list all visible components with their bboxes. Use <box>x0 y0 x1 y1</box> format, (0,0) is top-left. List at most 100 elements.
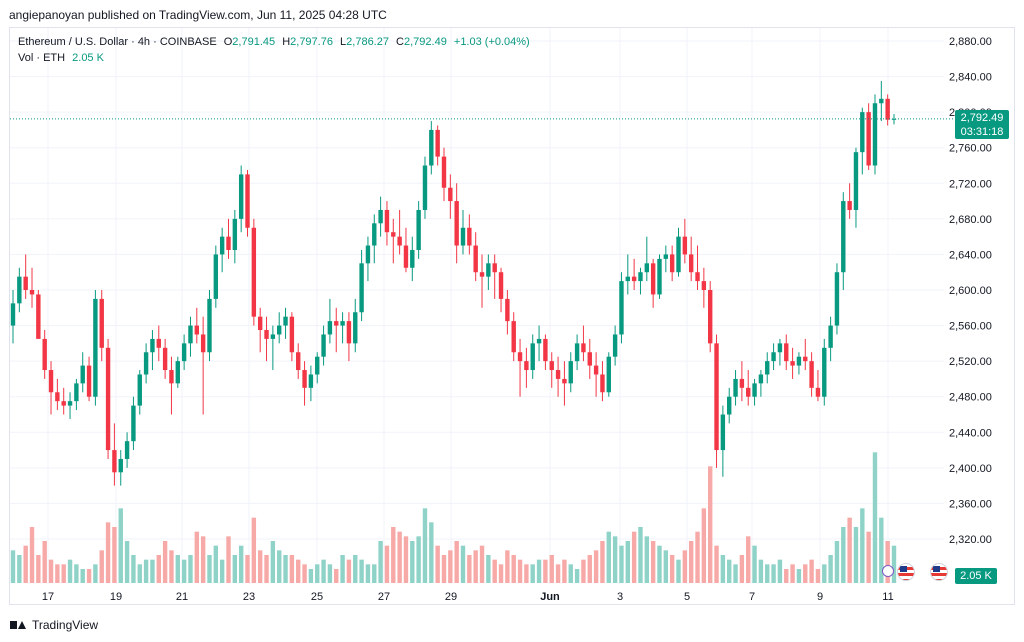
y-tick-label: 2,720.00 <box>949 178 992 190</box>
tradingview-logo-icon <box>10 620 26 630</box>
candle-body <box>834 272 840 326</box>
volume-bar <box>669 555 675 583</box>
volume-bar <box>169 550 174 583</box>
brand-name: TradingView <box>32 618 99 632</box>
volume-bar <box>657 545 662 583</box>
volume-bar <box>473 550 478 583</box>
volume-bar <box>251 517 257 583</box>
us-flag-icon[interactable] <box>930 563 948 581</box>
candle-body <box>720 414 726 451</box>
candle-body <box>410 249 415 268</box>
volume-bar <box>891 545 897 583</box>
volume-bar <box>574 569 580 583</box>
candle-body <box>308 374 314 388</box>
candle-body <box>327 321 333 335</box>
y-tick-label: 2,320.00 <box>949 534 992 546</box>
x-tick-label: 11 <box>882 591 893 603</box>
volume-bar <box>137 564 142 583</box>
x-tick-label: 27 <box>378 591 390 603</box>
x-tick-label: Jun <box>540 591 560 603</box>
candle-body <box>270 334 276 339</box>
candle-body <box>879 98 884 104</box>
candle-body <box>296 352 301 371</box>
volume-bar <box>36 555 41 583</box>
event-marker-icon[interactable] <box>882 565 894 577</box>
volume-bar <box>771 564 776 583</box>
volume-bar <box>410 541 415 583</box>
x-tick-label: 3 <box>617 591 623 603</box>
volume-bar <box>99 550 104 583</box>
candle-body <box>29 290 35 295</box>
candle-body <box>891 118 897 120</box>
candle-body <box>625 276 630 282</box>
y-tick-label: 2,840.00 <box>949 72 992 84</box>
volume-bar <box>707 466 713 583</box>
candle-body <box>194 325 200 335</box>
volume-bar <box>150 559 155 583</box>
candle-body <box>593 365 599 375</box>
tradingview-logo[interactable]: TradingView <box>10 618 98 632</box>
candle-body <box>353 312 358 344</box>
candle-body <box>784 343 789 362</box>
candle-body <box>213 254 219 299</box>
candle-body <box>359 263 364 313</box>
candle-body <box>238 174 244 219</box>
candle-body <box>574 343 580 362</box>
volume-bar <box>682 550 688 583</box>
candle-body <box>74 383 79 402</box>
candle-body <box>10 303 16 326</box>
candle-body <box>733 378 738 397</box>
x-tick-label: 19 <box>110 591 122 603</box>
x-tick-label: 17 <box>42 591 54 603</box>
candle-body <box>321 334 326 357</box>
volume-bar <box>156 555 161 583</box>
candle-body <box>701 281 707 290</box>
candle-body <box>853 152 859 210</box>
candle-body <box>112 450 117 473</box>
candle-body <box>587 352 592 366</box>
candle-body <box>765 361 770 375</box>
volume-bar <box>460 545 466 583</box>
candle-body <box>822 347 827 397</box>
volume-value: 2.05 K <box>72 52 104 64</box>
volume-bar <box>112 527 117 583</box>
close-value: 2,792.49 <box>404 36 447 48</box>
volume-bar <box>739 555 745 583</box>
candle-body <box>169 370 174 384</box>
volume-bar <box>118 508 123 583</box>
volume-bar <box>758 559 764 583</box>
volume-bar <box>663 550 669 583</box>
y-tick-label: 2,520.00 <box>949 356 992 368</box>
volume-bar <box>302 564 307 583</box>
y-tick-label: 2,680.00 <box>949 214 992 226</box>
candle-body <box>638 272 643 282</box>
candle-body <box>549 361 554 371</box>
candle-body <box>143 352 149 375</box>
volume-bar <box>568 564 573 583</box>
candle-body <box>99 298 104 348</box>
candle-body <box>619 281 624 335</box>
y-tick-label: 2,760.00 <box>949 143 992 155</box>
chart-frame[interactable] <box>9 27 1015 605</box>
candle-body <box>758 374 764 384</box>
candle-body <box>42 338 47 371</box>
volume-bar <box>264 555 269 583</box>
candle-body <box>441 156 447 188</box>
volume-bar <box>378 541 383 583</box>
volume-bar <box>232 555 238 583</box>
volume-bar <box>492 559 497 583</box>
us-flag-icon[interactable] <box>897 563 915 581</box>
volume-bar <box>765 564 770 583</box>
volume-bar <box>733 564 738 583</box>
candle-body <box>796 356 802 366</box>
volume-bar <box>879 517 884 583</box>
candle-body <box>841 201 846 273</box>
candle-body <box>302 370 307 388</box>
volume-bar <box>784 569 789 583</box>
x-tick-label: 5 <box>684 591 690 603</box>
volume-bar <box>289 555 295 583</box>
volume-bar <box>219 559 225 583</box>
volume-bar <box>498 564 504 583</box>
y-tick-label: 2,560.00 <box>949 321 992 333</box>
